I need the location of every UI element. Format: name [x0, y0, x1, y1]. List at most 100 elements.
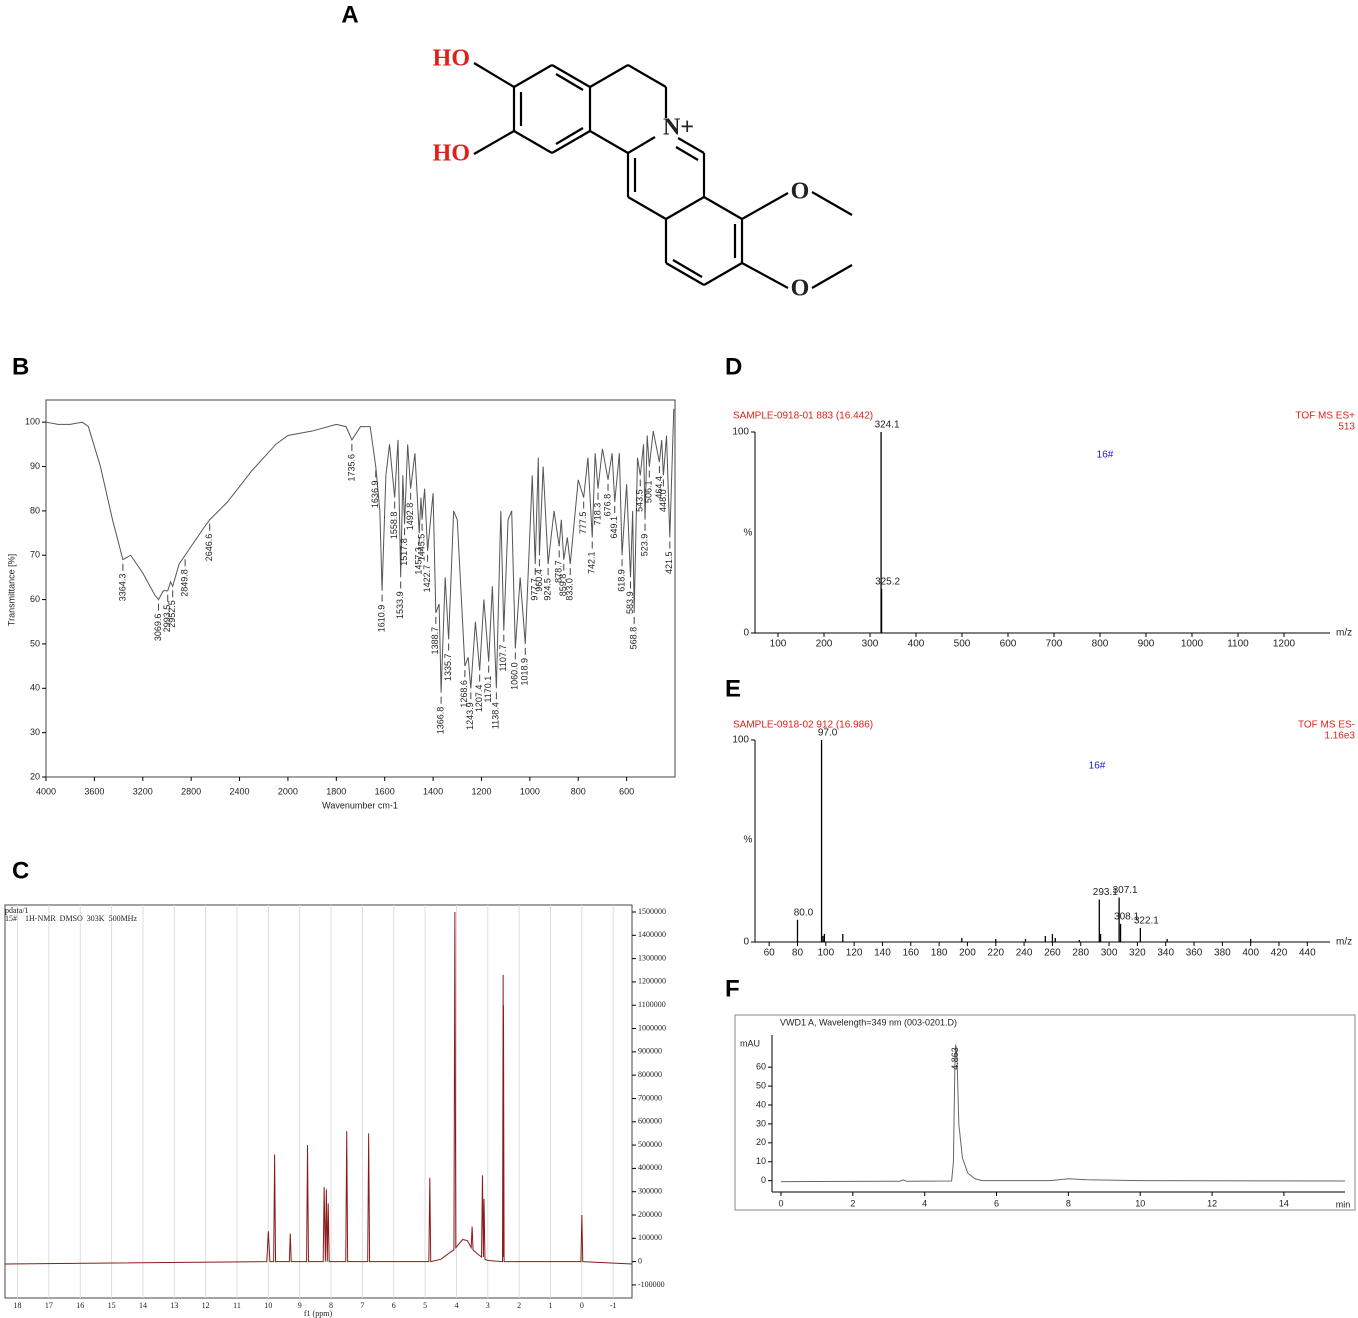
peak-label: 1366.8 — [435, 707, 445, 735]
x-tick-label: 9 — [298, 1301, 302, 1310]
panel-letter: C — [12, 857, 29, 884]
peak-label: 1107.7 — [498, 645, 508, 672]
x-tick-label: 900 — [1138, 639, 1155, 650]
y-tick-label: 60 — [756, 1062, 766, 1072]
peak-label: 2993.5 — [162, 605, 172, 633]
x-tick-label: 10 — [264, 1301, 272, 1310]
x-tick-label: 180 — [931, 948, 948, 959]
x-tick-label: 0 — [778, 1198, 783, 1208]
peak-label: 583.9 — [625, 591, 635, 614]
x-tick-label: 2800 — [181, 786, 201, 796]
y-tick-label: 0 — [761, 1175, 766, 1185]
peak-label: 1610.9 — [376, 605, 386, 633]
y-tick-label: 90 — [30, 461, 40, 471]
y-tick-label: 0 — [743, 628, 749, 639]
x-tick-label: 120 — [846, 948, 863, 959]
x-tick-label: 400 — [1242, 948, 1259, 959]
peak-label: 1388.7 — [430, 627, 440, 655]
peak-label: 1517.8 — [399, 538, 409, 566]
x-tick-label: 2000 — [278, 786, 298, 796]
peak-label: 1457.3 — [414, 547, 424, 575]
y-tick-label: 30 — [756, 1118, 766, 1128]
peak-label: 878.7 — [554, 560, 564, 583]
x-tick-label: 10 — [1135, 1198, 1145, 1208]
peak-label: 2646.6 — [204, 534, 214, 562]
y-label: % — [744, 528, 753, 539]
peak-label: 3364.3 — [117, 574, 127, 602]
panel-letter: A — [341, 1, 358, 28]
x-tick-label: 1200 — [471, 786, 491, 796]
x-tick-label: 1400 — [423, 786, 443, 796]
x-label: m/z — [1336, 628, 1352, 639]
x-tick-label: 160 — [902, 948, 919, 959]
x-tick-label: 700 — [1046, 639, 1063, 650]
x-tick-label: 15 — [108, 1301, 116, 1310]
y-tick-label: 800000 — [638, 1070, 662, 1079]
peak-label: 833.0 — [565, 578, 575, 601]
peak-label: 506.1 — [644, 481, 654, 504]
peak-label: 1243.9 — [465, 702, 475, 730]
x-tick-label: 16 — [76, 1301, 84, 1310]
intensity: 1.16e3 — [1324, 731, 1355, 742]
spectrum-line — [4, 911, 633, 1265]
y-tick-label: 100 — [732, 735, 749, 746]
peak-label: 1335.7 — [443, 654, 453, 682]
y-tick-label: 70 — [30, 550, 40, 560]
title: SAMPLE-0918-01 883 (16.442) — [733, 411, 873, 422]
x-tick-label: 7 — [360, 1301, 364, 1310]
peak-label: 568.8 — [629, 627, 639, 650]
x-tick-label: 260 — [1044, 948, 1061, 959]
y-tick-label: 60 — [30, 594, 40, 604]
x-tick-label: 340 — [1157, 948, 1174, 959]
x-tick-label: 240 — [1016, 948, 1033, 959]
x-tick-label: 220 — [987, 948, 1004, 959]
y-tick-label: 50 — [30, 638, 40, 648]
peak-label: 2952.5 — [167, 600, 177, 628]
x-tick-label: 3200 — [133, 786, 153, 796]
y-label: mAU — [740, 1038, 760, 1048]
y-tick-label: 1500000 — [638, 907, 666, 916]
atom-label: HO — [433, 141, 470, 167]
y-tick-label: 500000 — [638, 1140, 662, 1149]
panel-letter: D — [725, 353, 742, 380]
y-tick-label: 1300000 — [638, 953, 666, 962]
x-tick-label: 300 — [862, 639, 879, 650]
y-tick-label: 1100000 — [638, 1000, 666, 1009]
peak-label: 1268.6 — [459, 680, 469, 708]
y-label: Transmittance [%] — [6, 554, 16, 626]
x-tick-label: 1 — [548, 1301, 552, 1310]
panel-letter: B — [12, 353, 29, 380]
spectrum-line — [45, 408, 675, 693]
x-tick-label: 14 — [139, 1301, 147, 1310]
x-tick-label: 3 — [486, 1301, 490, 1310]
x-tick-label: 4 — [454, 1301, 458, 1310]
x-tick-label: 1600 — [375, 786, 395, 796]
y-tick-label: 600000 — [638, 1117, 662, 1126]
x-tick-label: 60 — [764, 948, 776, 959]
x-tick-label: 8 — [329, 1301, 333, 1310]
x-tick-label: 320 — [1129, 948, 1146, 959]
peak-label: 718.3 — [592, 503, 602, 526]
x-label: Wavenumber cm-1 — [322, 800, 398, 810]
peak-label: 1735.6 — [346, 454, 356, 482]
x-label: m/z — [1336, 937, 1352, 948]
x-tick-label: 4 — [922, 1198, 927, 1208]
peak-label: 1060.0 — [510, 662, 520, 690]
x-tick-label: 1800 — [326, 786, 346, 796]
y-tick-label: 40 — [756, 1099, 766, 1109]
hplc-frame — [734, 1014, 1356, 1211]
title: pdata/1 — [5, 906, 29, 915]
x-tick-label: 100 — [817, 948, 834, 959]
x-tick-label: 380 — [1214, 948, 1231, 959]
y-tick-label: 300000 — [638, 1187, 662, 1196]
x-tick-label: 6 — [392, 1301, 396, 1310]
x-tick-label: 800 — [1092, 639, 1109, 650]
peak-label: 97.0 — [818, 728, 838, 739]
peak-label: 3069.6 — [153, 614, 163, 642]
plot-frame — [45, 399, 676, 778]
panel-letter: F — [725, 975, 740, 1002]
peak-label: 1636.9 — [370, 481, 380, 509]
annotation: 16# — [1097, 450, 1114, 461]
x-tick-label: 140 — [874, 948, 891, 959]
